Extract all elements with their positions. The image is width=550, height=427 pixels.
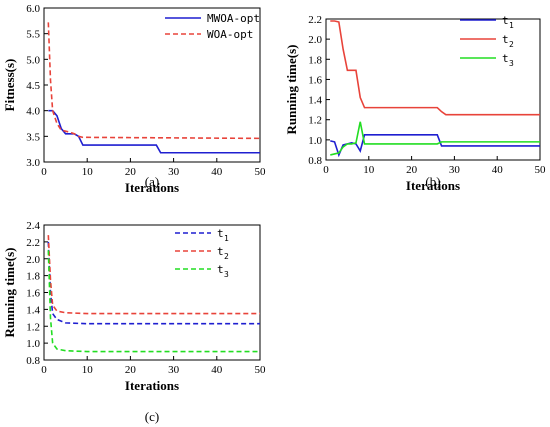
legend-label: MWOA-opt — [207, 12, 260, 25]
x-tick-label: 10 — [363, 164, 375, 176]
legend-label: t — [217, 245, 224, 258]
chart-panel-1: 0 10 20 30 40 50 3.0 3.5 4.0 4.5 5.0 5.5 6.0 Iteratio… — [2, 3, 266, 195]
x-axis-title: Iterations — [125, 378, 179, 393]
y-tick-label: 2.2 — [26, 237, 40, 249]
y-tick-label: 4.0 — [26, 106, 40, 118]
legend-label-subscript: 3 — [509, 59, 514, 68]
series-line-MWOA-opt — [48, 109, 260, 154]
x-tick-label: 40 — [211, 364, 223, 376]
plot-frame — [325, 18, 541, 161]
panel-label: (c) — [145, 409, 159, 424]
x-tick-label: 20 — [406, 164, 418, 176]
x-tick-label: 20 — [125, 364, 137, 376]
y-tick-label: 1.0 — [308, 135, 322, 147]
x-tick-label: 0 — [41, 166, 47, 178]
series-line-t3 — [47, 250, 260, 353]
y-tick-label: 3.0 — [26, 157, 40, 169]
series-line-t1 — [47, 241, 260, 325]
legend-label: t — [217, 227, 224, 240]
y-tick-label: 2.4 — [26, 220, 40, 232]
panel-label: (b) — [425, 174, 440, 189]
y-tick-label: 1.2 — [308, 115, 322, 127]
y-tick-label: 5.5 — [26, 29, 40, 41]
chart-panel-3: 0 10 20 30 40 50 0.8 1.0 1.2 1.4 1.6 1.8 2.0 2.2 2.4 It… — [2, 220, 266, 424]
y-tick-label: 1.4 — [26, 304, 40, 316]
legend-label-subscript: 2 — [509, 40, 514, 49]
x-tick-label: 40 — [492, 164, 504, 176]
y-tick-label: 2.2 — [308, 14, 322, 26]
x-axis-title: Iterations — [406, 178, 460, 193]
series-line-WOA-opt — [47, 22, 261, 140]
legend-label: t — [217, 263, 224, 276]
legend-label: WOA-opt — [207, 28, 253, 41]
series-line-t2 — [330, 20, 540, 116]
legend-label-subscript: 1 — [224, 234, 229, 243]
x-tick-label: 10 — [82, 364, 94, 376]
legend-label-subscript: 1 — [509, 21, 514, 30]
x-tick-label: 0 — [41, 364, 47, 376]
y-axis-title: Running time(s) — [2, 248, 17, 338]
legend-label: t — [502, 33, 509, 46]
y-tick-label: 1.6 — [26, 288, 40, 300]
y-tick-label: 6.0 — [26, 3, 40, 15]
x-tick-label: 50 — [535, 164, 547, 176]
x-tick-label: 50 — [255, 364, 267, 376]
panel-label: (a) — [145, 174, 159, 189]
legend-label: t — [502, 14, 509, 27]
y-tick-label: 3.5 — [26, 131, 40, 143]
series-line-t1 — [330, 134, 540, 158]
y-tick-label: 2.0 — [308, 34, 322, 46]
y-tick-label: 5.0 — [26, 54, 40, 66]
x-tick-label: 10 — [82, 166, 94, 178]
y-tick-label: 2.0 — [26, 254, 40, 266]
x-tick-label: 20 — [125, 166, 137, 178]
series-line-t2 — [47, 235, 260, 315]
y-tick-label: 0.8 — [308, 155, 322, 167]
legend-label-subscript: 2 — [224, 252, 229, 261]
y-tick-label: 1.8 — [26, 271, 40, 283]
y-axis-title: Fitness(s) — [2, 59, 17, 112]
x-tick-label: 40 — [211, 166, 223, 178]
y-tick-label: 1.4 — [308, 95, 322, 107]
x-tick-label: 0 — [323, 164, 329, 176]
y-tick-label: 1.8 — [308, 54, 322, 66]
x-tick-label: 50 — [255, 166, 267, 178]
plot-frame — [43, 224, 261, 361]
series-line-t3 — [330, 121, 540, 156]
chart-panel-2: 0 10 20 30 40 50 0.8 1.0 1.2 1.4 1.6 1.8 2.0 2.2 Itera… — [284, 14, 546, 193]
y-axis-title: Running time(s) — [284, 45, 299, 135]
y-tick-label: 4.5 — [26, 80, 40, 92]
x-tick-label: 30 — [168, 166, 180, 178]
legend-label-subscript: 3 — [224, 270, 229, 279]
x-axis-title: Iterations — [125, 180, 179, 195]
x-tick-label: 30 — [449, 164, 461, 176]
x-tick-label: 30 — [168, 364, 180, 376]
y-tick-label: 1.0 — [26, 338, 40, 350]
y-tick-label: 0.8 — [26, 355, 40, 367]
legend-label: t — [502, 52, 509, 65]
y-tick-label: 1.2 — [26, 321, 40, 333]
y-tick-label: 1.6 — [308, 74, 322, 86]
